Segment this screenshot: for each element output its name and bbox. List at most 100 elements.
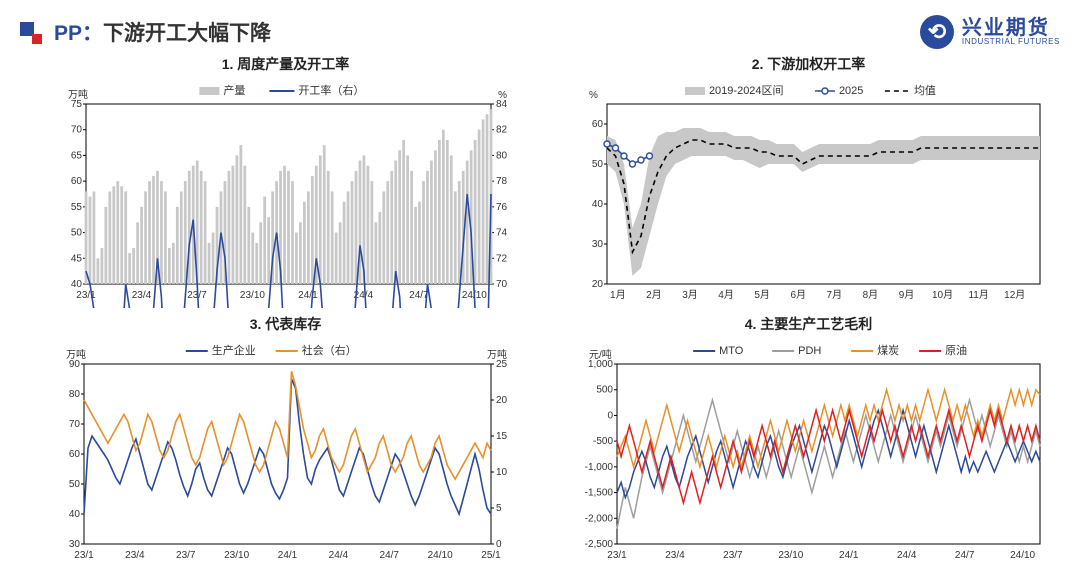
svg-text:20: 20 <box>592 279 604 290</box>
svg-text:25/1: 25/1 <box>481 550 501 561</box>
svg-text:82: 82 <box>496 125 508 136</box>
chart-3-title: 3. 代表库存 <box>44 314 527 334</box>
logo: ⟲ 兴业期货 INDUSTRIAL FUTURES <box>920 15 1060 49</box>
svg-text:60: 60 <box>69 449 81 460</box>
svg-text:20: 20 <box>496 395 508 406</box>
page-title: PP：下游开工大幅下降 <box>54 17 271 47</box>
svg-text:70: 70 <box>69 419 81 430</box>
logo-en: INDUSTRIAL FUTURES <box>962 38 1060 46</box>
svg-text:开工率（右）: 开工率（右） <box>298 83 364 97</box>
svg-text:24/10: 24/10 <box>428 550 453 561</box>
svg-text:10: 10 <box>496 467 508 478</box>
title-block: PP：下游开工大幅下降 <box>20 17 271 47</box>
svg-text:23/1: 23/1 <box>607 550 627 561</box>
svg-text:40: 40 <box>71 279 83 290</box>
svg-text:40: 40 <box>592 199 604 210</box>
svg-text:10月: 10月 <box>932 289 953 301</box>
svg-text:50: 50 <box>592 159 604 170</box>
svg-text:12月: 12月 <box>1004 289 1025 301</box>
svg-text:70: 70 <box>71 125 83 136</box>
svg-text:9月: 9月 <box>899 289 915 301</box>
svg-text:30: 30 <box>69 539 81 550</box>
svg-text:24/4: 24/4 <box>897 550 917 561</box>
svg-text:74: 74 <box>496 228 508 239</box>
logo-icon: ⟲ <box>920 15 954 49</box>
svg-text:500: 500 <box>596 385 613 396</box>
svg-text:7月: 7月 <box>827 289 843 301</box>
svg-text:24/7: 24/7 <box>380 550 400 561</box>
svg-text:%: % <box>589 90 598 101</box>
svg-text:%: % <box>498 90 507 101</box>
chart-3: 3. 代表库存 30405060708090051015202523/123/4… <box>44 314 527 568</box>
chart-grid: 1. 周度产量及开工率 4045505560657075707274767880… <box>44 54 1050 568</box>
svg-text:11月: 11月 <box>968 289 988 301</box>
svg-text:24/10: 24/10 <box>1010 550 1035 561</box>
svg-text:1月: 1月 <box>610 289 626 301</box>
svg-text:均值: 均值 <box>914 84 936 97</box>
svg-text:0: 0 <box>496 539 502 550</box>
svg-text:万吨: 万吨 <box>68 88 88 101</box>
svg-text:23/1: 23/1 <box>76 290 96 301</box>
svg-text:8月: 8月 <box>863 289 879 301</box>
svg-text:60: 60 <box>71 176 83 187</box>
svg-text:产量: 产量 <box>223 83 245 97</box>
svg-text:23/10: 23/10 <box>778 550 803 561</box>
svg-text:23/1: 23/1 <box>74 550 94 561</box>
svg-text:-2,500: -2,500 <box>585 539 614 550</box>
svg-text:80: 80 <box>496 150 508 161</box>
svg-text:-1,000: -1,000 <box>585 462 614 473</box>
svg-text:24/7: 24/7 <box>955 550 975 561</box>
svg-text:3月: 3月 <box>682 289 698 301</box>
svg-text:MTO: MTO <box>719 345 744 357</box>
svg-text:24/4: 24/4 <box>329 550 349 561</box>
chart-2-title: 2. 下游加权开工率 <box>567 54 1050 74</box>
svg-text:-1,500: -1,500 <box>585 488 614 499</box>
svg-text:-2,000: -2,000 <box>585 513 614 524</box>
svg-text:社会（右）: 社会（右） <box>302 343 357 357</box>
svg-text:4月: 4月 <box>718 289 734 301</box>
chart-4: 4. 主要生产工艺毛利 -2,500-2,000-1,500-1,000-500… <box>567 314 1050 568</box>
title-body: 下游开工大幅下降 <box>103 22 271 45</box>
svg-text:72: 72 <box>496 253 508 264</box>
svg-text:23/7: 23/7 <box>723 550 743 561</box>
svg-text:30: 30 <box>592 239 604 250</box>
svg-text:2月: 2月 <box>646 289 662 301</box>
svg-text:5: 5 <box>496 503 502 514</box>
svg-text:80: 80 <box>69 389 81 400</box>
svg-text:-500: -500 <box>593 436 613 447</box>
title-accent-icon <box>20 22 40 42</box>
logo-cn: 兴业期货 <box>962 18 1060 38</box>
svg-text:PDH: PDH <box>798 345 821 357</box>
svg-text:23/10: 23/10 <box>224 550 249 561</box>
svg-text:45: 45 <box>71 253 83 264</box>
svg-text:24/1: 24/1 <box>298 290 318 301</box>
chart-2: 2. 下游加权开工率 20 30 40 50 60 1月 2月 3月 4月 5月 6月 7月 8月 9月 1… <box>567 54 1050 308</box>
svg-text:15: 15 <box>496 431 508 442</box>
svg-text:生产企业: 生产企业 <box>212 343 256 357</box>
svg-text:70: 70 <box>496 279 508 290</box>
svg-text:40: 40 <box>69 509 81 520</box>
svg-text:23/4: 23/4 <box>665 550 685 561</box>
svg-text:5月: 5月 <box>754 289 770 301</box>
svg-text:60: 60 <box>592 119 604 130</box>
svg-text:24/1: 24/1 <box>839 550 859 561</box>
svg-text:23/4: 23/4 <box>125 550 145 561</box>
svg-text:78: 78 <box>496 176 508 187</box>
chart-1-title: 1. 周度产量及开工率 <box>44 54 527 74</box>
svg-text:万吨: 万吨 <box>66 348 86 361</box>
svg-text:23/10: 23/10 <box>240 290 265 301</box>
header: PP：下游开工大幅下降 ⟲ 兴业期货 INDUSTRIAL FUTURES <box>20 14 1060 50</box>
svg-text:2025: 2025 <box>839 85 863 97</box>
svg-text:万吨: 万吨 <box>487 348 507 361</box>
svg-text:65: 65 <box>71 150 83 161</box>
svg-text:24/1: 24/1 <box>278 550 298 561</box>
svg-text:煤炭: 煤炭 <box>877 344 899 357</box>
svg-text:76: 76 <box>496 202 508 213</box>
svg-text:6月: 6月 <box>790 289 806 301</box>
svg-text:元/吨: 元/吨 <box>589 348 612 361</box>
svg-text:23/4: 23/4 <box>132 290 152 301</box>
svg-text:23/7: 23/7 <box>176 550 196 561</box>
svg-text:2019-2024区间: 2019-2024区间 <box>709 84 784 97</box>
chart-1: 1. 周度产量及开工率 4045505560657075707274767880… <box>44 54 527 308</box>
title-prefix: PP： <box>54 22 103 45</box>
